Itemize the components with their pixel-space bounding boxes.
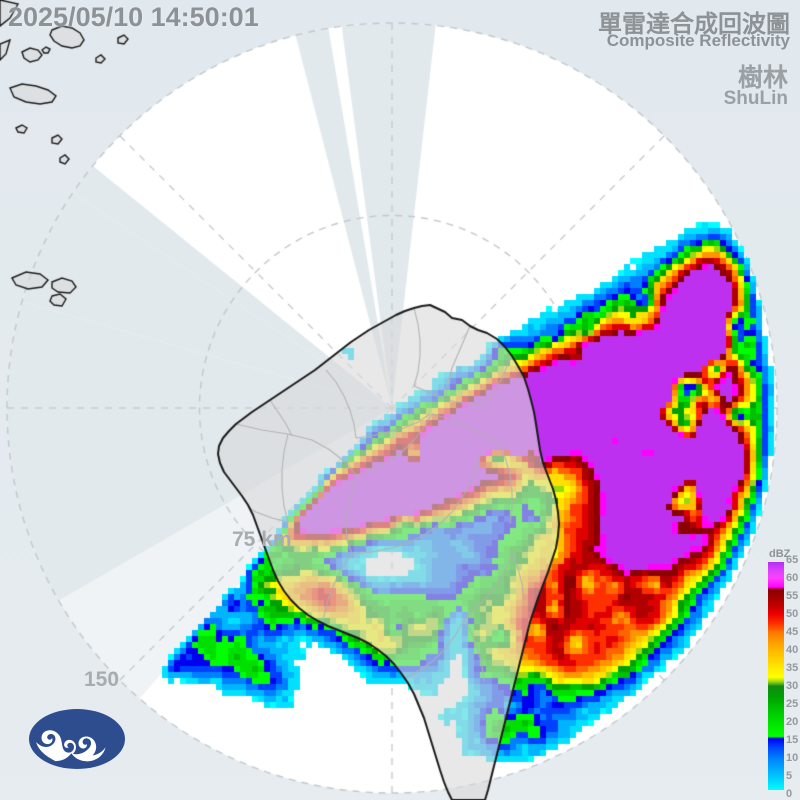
timestamp-label: 2025/05/10 14:50:01 <box>8 2 259 32</box>
range-ring-label-75: 75 km <box>232 528 292 551</box>
legend-tick-20: 20 <box>786 716 799 728</box>
legend-tick-5: 5 <box>786 770 793 782</box>
legend-tick-40: 40 <box>786 644 799 656</box>
legend-tick-35: 35 <box>786 662 799 674</box>
legend-tick-15: 15 <box>786 734 799 746</box>
cwa-logo <box>29 709 125 769</box>
legend-tick-30: 30 <box>786 680 799 692</box>
range-ring-label-150: 150 <box>84 668 120 691</box>
station-name-en: ShuLin <box>723 88 788 109</box>
station-name-zh: 樹林 <box>737 64 788 92</box>
legend-tick-65: 65 <box>786 554 799 566</box>
legend-color-bar <box>768 562 784 790</box>
legend-tick-0: 0 <box>786 788 793 800</box>
legend-tick-45: 45 <box>786 626 799 638</box>
product-title-zh: 單雷達合成回波圖 <box>598 11 790 38</box>
legend-tick-10: 10 <box>786 752 799 764</box>
legend-tick-50: 50 <box>786 608 799 620</box>
legend-tick-labels: 65 60 55 50 45 40 35 30 25 20 15 10 5 0 <box>786 554 800 800</box>
product-title-en: Composite Reflectivity <box>606 31 790 50</box>
legend-tick-60: 60 <box>786 572 799 584</box>
legend-tick-55: 55 <box>786 590 799 602</box>
legend-unit-label: dBZ <box>769 548 791 560</box>
legend-tick-25: 25 <box>786 698 799 710</box>
dbz-color-legend: dBZ 65 60 55 50 45 40 35 30 25 20 15 10 5 0 <box>765 548 800 800</box>
